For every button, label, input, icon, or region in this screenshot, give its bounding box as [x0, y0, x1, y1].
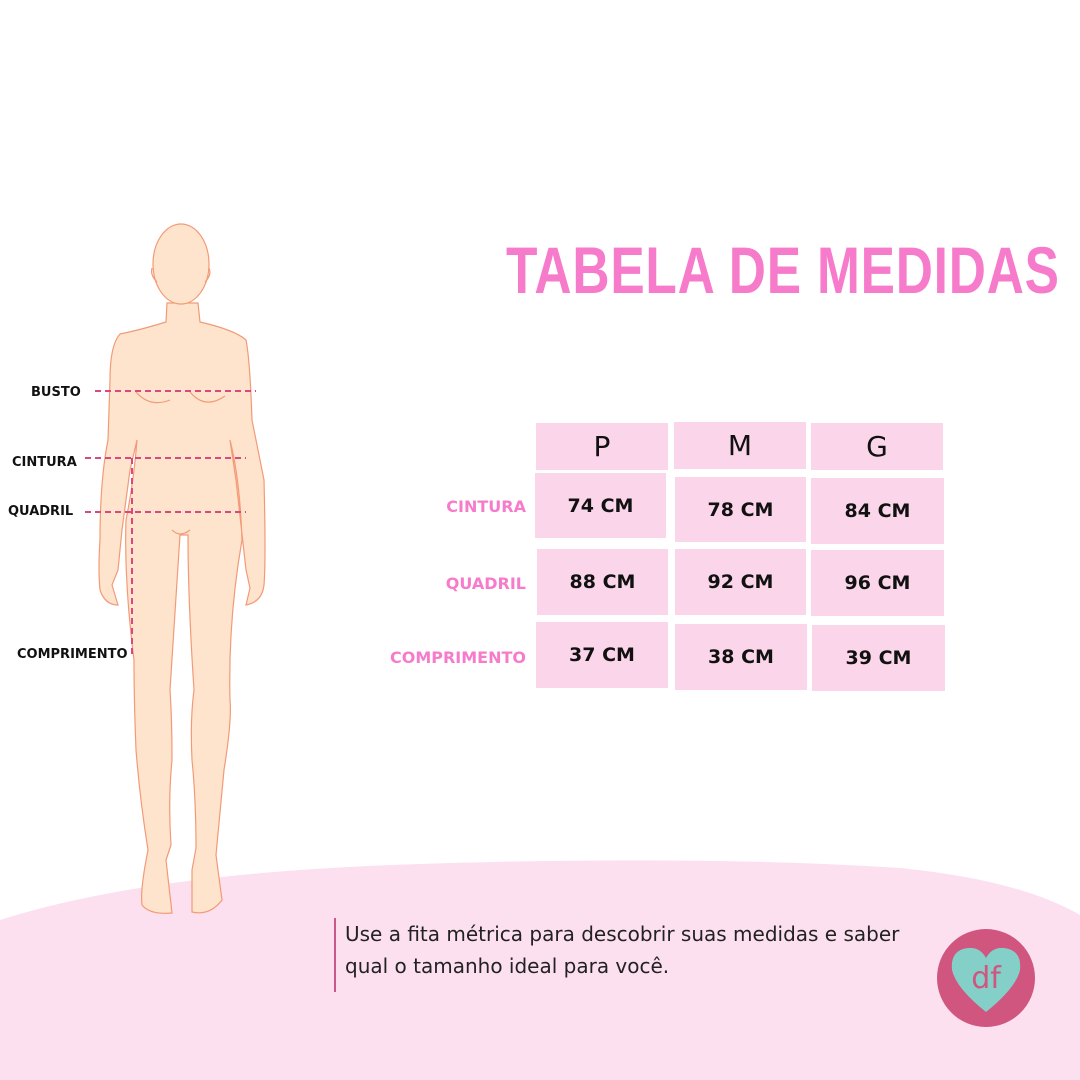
row-label-comprimento: COMPRIMENTO	[389, 648, 526, 667]
cell-quadril-m: 92 CM	[675, 549, 806, 615]
row-label-cintura: CINTURA	[446, 497, 526, 516]
header-p: P	[536, 423, 668, 470]
cell-quadril-p: 88 CM	[537, 549, 668, 615]
page-title: TABELA DE MEDIDAS	[506, 233, 1060, 307]
cintura-label: CINTURA	[12, 455, 77, 470]
cell-cintura-m: 78 CM	[675, 477, 806, 542]
header-g: G	[811, 423, 943, 470]
busto-label: BUSTO	[31, 385, 81, 400]
cell-comprimento-m: 38 CM	[675, 624, 807, 690]
cell-comprimento-g: 39 CM	[812, 625, 945, 691]
row-label-quadril: QUADRIL	[445, 574, 526, 593]
body-figure-illustration	[85, 223, 266, 914]
cell-cintura-g: 84 CM	[811, 478, 944, 544]
quadril-label: QUADRIL	[8, 504, 74, 519]
cell-quadril-g: 96 CM	[811, 550, 944, 616]
logo-text: df	[971, 961, 1002, 996]
heart-logo-icon: df	[937, 929, 1035, 1027]
measuring-tip: Use a fita métrica para descobrir suas m…	[334, 918, 945, 992]
cell-comprimento-p: 37 CM	[536, 622, 668, 688]
cell-cintura-p: 74 CM	[535, 473, 666, 538]
header-m: M	[674, 422, 806, 469]
comprimento-label: COMPRIMENTO	[17, 647, 128, 662]
